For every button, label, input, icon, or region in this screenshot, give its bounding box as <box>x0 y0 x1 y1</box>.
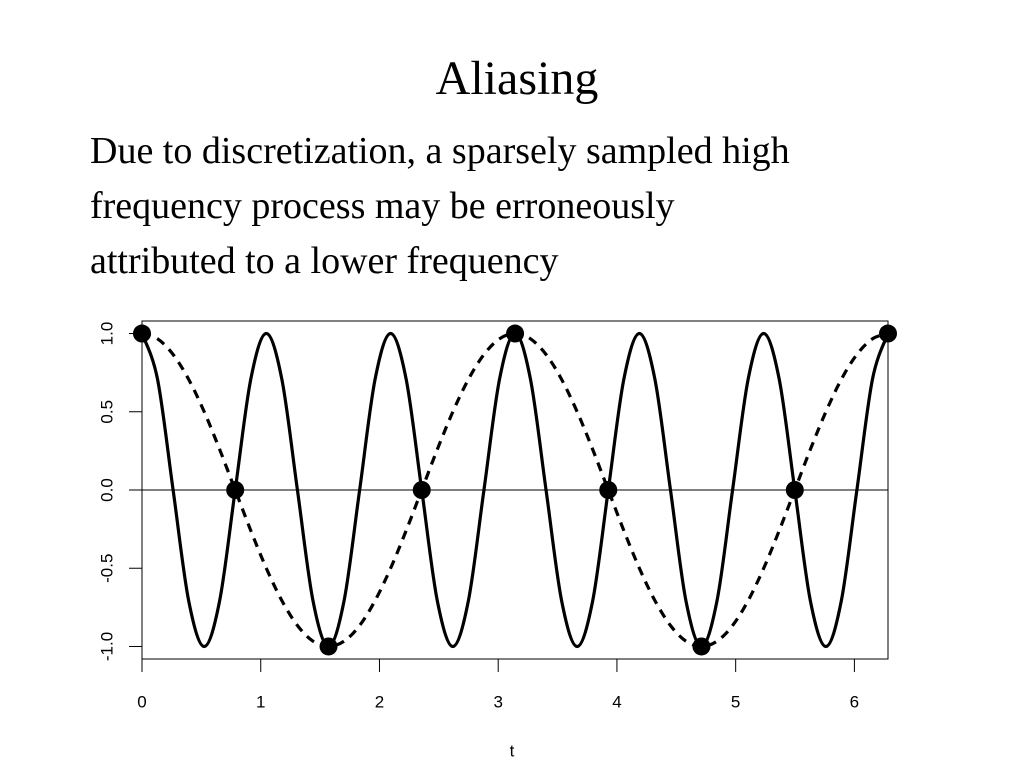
slide-text: attributed to a lower frequency <box>90 240 558 282</box>
slide-title: Aliasing <box>436 52 599 105</box>
y-tick-label: -0.5 <box>97 554 116 583</box>
x-tick-label: 1 <box>256 692 265 711</box>
sample-point <box>599 481 618 499</box>
x-tick-label: 3 <box>493 692 502 711</box>
sample-point <box>412 481 431 499</box>
sample-point <box>506 324 525 343</box>
sample-point <box>133 324 151 343</box>
y-tick-label: 0.5 <box>97 400 116 424</box>
sample-point <box>785 481 804 499</box>
x-tick-label: 5 <box>731 692 740 711</box>
x-tick-label: 2 <box>375 692 384 711</box>
sample-point <box>879 324 897 343</box>
slide-text: frequency process may be erroneously <box>90 185 675 227</box>
y-tick-label: 1.0 <box>97 322 116 346</box>
sample-point <box>692 637 711 656</box>
sample-point <box>226 481 245 499</box>
slide-text: Due to discretization, a sparsely sample… <box>90 130 790 172</box>
sample-point <box>319 637 338 656</box>
y-tick-label: 0.0 <box>97 478 116 502</box>
x-tick-label: 4 <box>612 692 621 711</box>
x-axis-label: t <box>510 741 515 760</box>
y-tick-label: -1.0 <box>97 632 116 661</box>
x-tick-label: 6 <box>850 692 859 711</box>
x-tick-label: 0 <box>137 692 146 711</box>
